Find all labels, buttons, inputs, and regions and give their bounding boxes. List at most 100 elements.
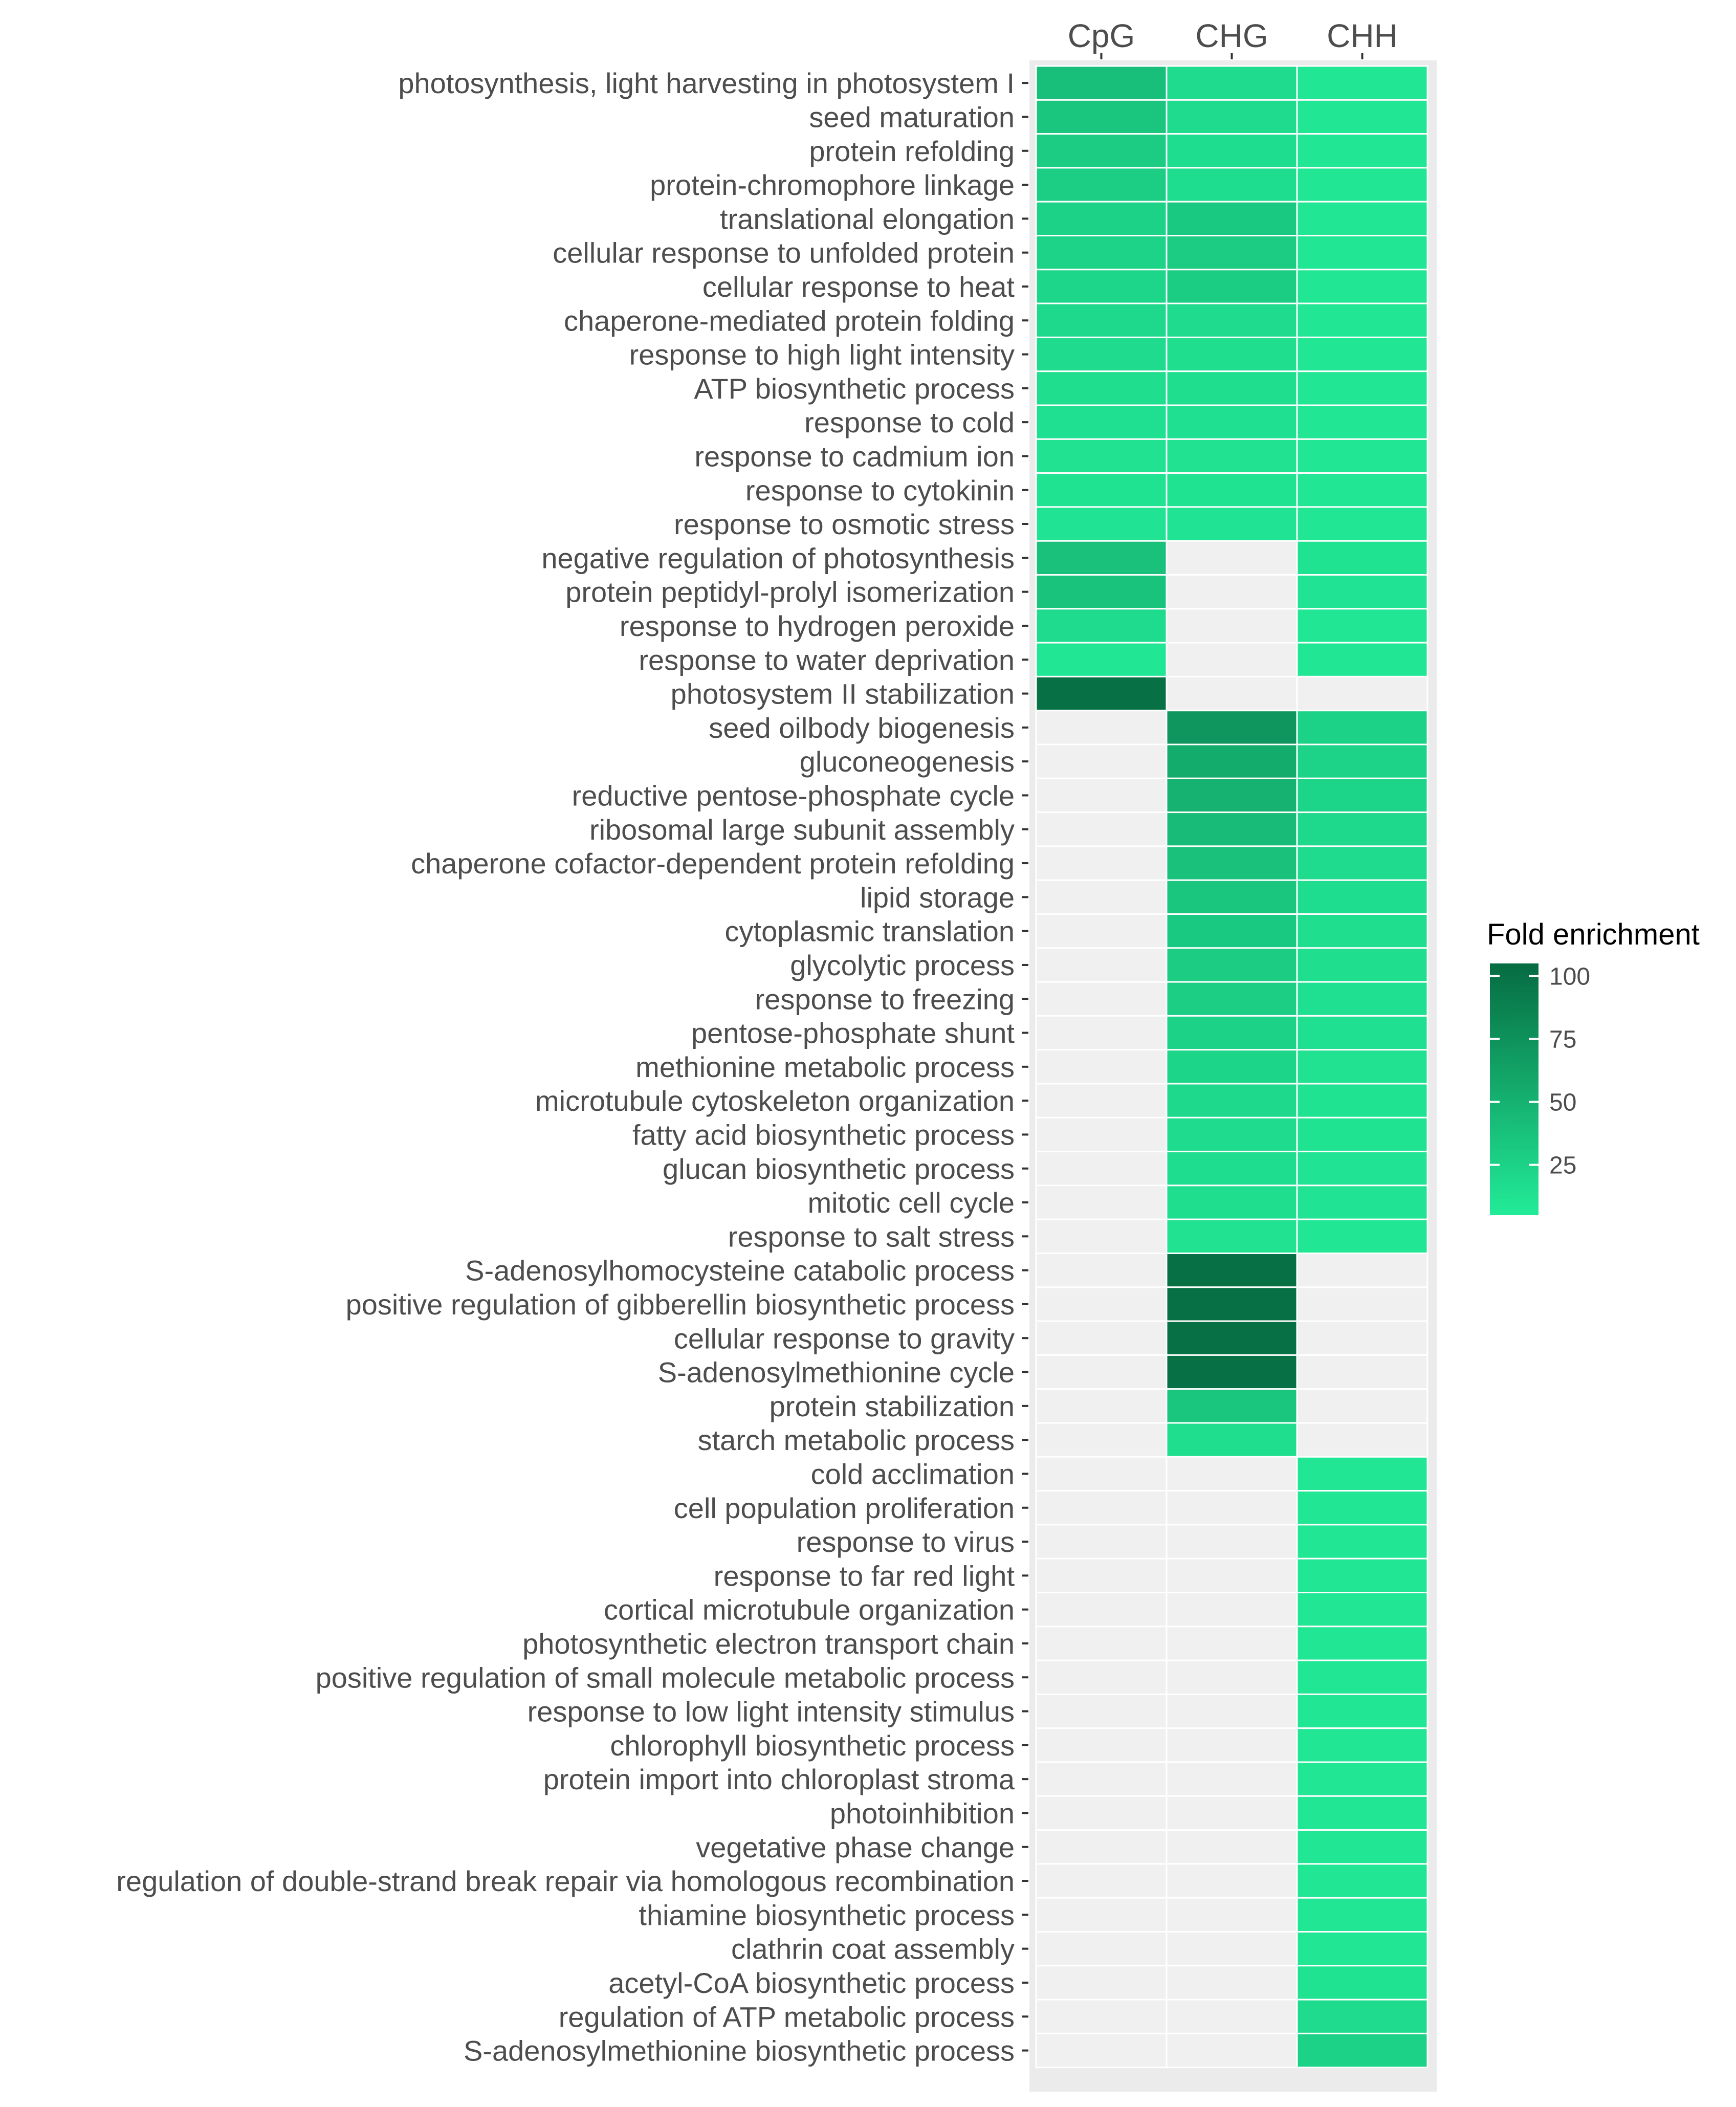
y-tick-label: S-adenosylmethionine cycle bbox=[658, 1356, 1015, 1389]
y-tick-label: pentose-phosphate shunt bbox=[691, 1017, 1015, 1049]
heatmap-cell bbox=[1296, 913, 1429, 949]
y-tick-label: clathrin coat assembly bbox=[731, 1933, 1015, 1965]
heatmap-cell bbox=[1166, 1422, 1298, 1458]
heatmap-cell bbox=[1296, 710, 1429, 745]
heatmap-cell bbox=[1035, 811, 1168, 847]
y-tick-label: protein import into chloroplast stroma bbox=[543, 1763, 1015, 1795]
heatmap-cell bbox=[1035, 302, 1168, 338]
heatmap-cell bbox=[1166, 1151, 1298, 1187]
heatmap-cell bbox=[1035, 1626, 1168, 1661]
heatmap-cell bbox=[1035, 1592, 1168, 1628]
heatmap-cell bbox=[1166, 675, 1298, 712]
heatmap-cell bbox=[1296, 1218, 1429, 1254]
legend-tick-label: 50 bbox=[1549, 1089, 1576, 1116]
heatmap-cell bbox=[1035, 981, 1168, 1017]
heatmap-cell bbox=[1166, 370, 1298, 406]
y-tick-label: starch metabolic process bbox=[698, 1424, 1015, 1456]
heatmap-cell bbox=[1035, 1524, 1168, 1560]
heatmap-cell bbox=[1166, 1083, 1298, 1118]
y-tick-label: response to freezing bbox=[755, 983, 1015, 1015]
y-tick-label: reductive pentose-phosphate cycle bbox=[572, 779, 1015, 811]
y-tick-label: photosynthetic electron transport chain bbox=[522, 1628, 1015, 1660]
heatmap-cell bbox=[1166, 2032, 1298, 2069]
heatmap-cell bbox=[1035, 201, 1168, 237]
y-tick-label: chaperone-mediated protein folding bbox=[564, 304, 1015, 337]
heatmap-cell bbox=[1296, 1727, 1429, 1763]
heatmap-cell bbox=[1296, 574, 1429, 610]
y-tick-label: glucan biosynthetic process bbox=[663, 1153, 1015, 1185]
heatmap-cell bbox=[1035, 2032, 1168, 2069]
heatmap-cell bbox=[1296, 1015, 1429, 1051]
heatmap-cell bbox=[1296, 269, 1429, 304]
heatmap-cell bbox=[1296, 1592, 1429, 1628]
heatmap-cell bbox=[1035, 879, 1168, 915]
y-tick-label: photosynthesis, light harvesting in phot… bbox=[398, 67, 1015, 99]
heatmap-cell bbox=[1035, 743, 1168, 779]
heatmap-cell bbox=[1296, 1626, 1429, 1661]
heatmap-cell bbox=[1035, 1863, 1168, 1899]
heatmap-cell bbox=[1166, 506, 1298, 542]
heatmap-cell bbox=[1296, 336, 1429, 372]
heatmap-cell bbox=[1166, 1286, 1298, 1322]
y-tick-label: cellular response to gravity bbox=[674, 1322, 1015, 1354]
y-tick-label: seed oilbody biogenesis bbox=[709, 712, 1015, 744]
y-tick-label: cold acclimation bbox=[811, 1458, 1015, 1490]
y-tick-label: response to cold bbox=[804, 406, 1015, 438]
heatmap-cell bbox=[1166, 1253, 1298, 1288]
heatmap-cell bbox=[1166, 1693, 1298, 1729]
legend-tick-label: 75 bbox=[1549, 1026, 1576, 1054]
y-tick-label: translational elongation bbox=[720, 203, 1015, 235]
y-tick-label: photoinhibition bbox=[830, 1797, 1015, 1829]
heatmap-cell bbox=[1296, 1829, 1429, 1865]
heatmap-cell bbox=[1035, 1727, 1168, 1763]
heatmap-cell bbox=[1035, 845, 1168, 881]
heatmap-cell bbox=[1035, 1422, 1168, 1458]
heatmap-cell bbox=[1296, 235, 1429, 271]
heatmap-cell bbox=[1035, 1931, 1168, 1967]
heatmap-cell bbox=[1035, 1151, 1168, 1187]
heatmap-cell bbox=[1035, 1693, 1168, 1729]
y-tick-label: acetyl-CoA biosynthetic process bbox=[608, 1967, 1015, 1999]
heatmap-cell bbox=[1296, 1693, 1429, 1729]
heatmap-cell bbox=[1296, 1151, 1429, 1187]
heatmap-cell bbox=[1035, 99, 1168, 135]
y-tick-label: response to far red light bbox=[714, 1560, 1015, 1592]
heatmap-cell bbox=[1296, 811, 1429, 847]
heatmap-cell bbox=[1166, 1659, 1298, 1695]
heatmap-cell bbox=[1296, 1049, 1429, 1085]
heatmap-cell bbox=[1166, 302, 1298, 338]
heatmap-cell bbox=[1296, 65, 1429, 101]
heatmap-cell bbox=[1035, 1015, 1168, 1051]
heatmap-cell bbox=[1296, 1490, 1429, 1526]
heatmap-cell bbox=[1296, 1388, 1429, 1424]
x-tick-label: CHH bbox=[1327, 17, 1398, 54]
heatmap-cell bbox=[1166, 336, 1298, 372]
heatmap-cell bbox=[1166, 1795, 1298, 1831]
heatmap-cell bbox=[1166, 710, 1298, 745]
y-tick-label: response to water deprivation bbox=[639, 644, 1015, 676]
heatmap-cell bbox=[1166, 743, 1298, 779]
heatmap-cell bbox=[1035, 608, 1168, 644]
heatmap-cell bbox=[1296, 1761, 1429, 1797]
y-tick-label: vegetative phase change bbox=[696, 1831, 1015, 1863]
heatmap-cell bbox=[1035, 167, 1168, 203]
heatmap-cell bbox=[1296, 642, 1429, 677]
heatmap-cell bbox=[1166, 540, 1298, 576]
heatmap-cell bbox=[1166, 1999, 1298, 2034]
heatmap-cell bbox=[1166, 845, 1298, 881]
heatmap-cell bbox=[1296, 1253, 1429, 1288]
heatmap-cell bbox=[1296, 1524, 1429, 1560]
y-tick-label: fatty acid biosynthetic process bbox=[632, 1118, 1015, 1151]
heatmap-cell bbox=[1296, 506, 1429, 542]
heatmap-cell bbox=[1166, 1829, 1298, 1865]
heatmap-cell bbox=[1166, 1388, 1298, 1424]
heatmap-cell bbox=[1166, 642, 1298, 677]
heatmap-cell bbox=[1166, 1354, 1298, 1390]
heatmap-cell bbox=[1296, 743, 1429, 779]
heatmap-cell bbox=[1166, 1184, 1298, 1220]
heatmap-cell bbox=[1035, 1999, 1168, 2034]
heatmap-cell bbox=[1035, 777, 1168, 814]
heatmap-cell bbox=[1166, 1557, 1298, 1593]
heatmap-cell bbox=[1296, 302, 1429, 338]
